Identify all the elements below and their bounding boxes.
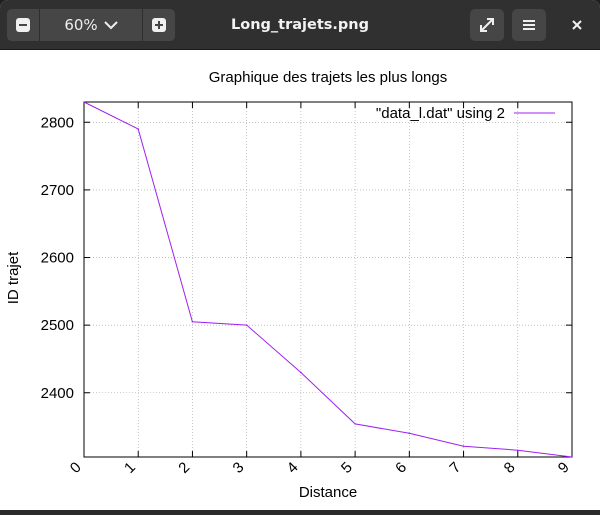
fullscreen-button[interactable] [470,9,504,41]
y-tick-label: 2800 [41,114,74,131]
zoom-in-button[interactable] [143,9,175,41]
main-menu-button[interactable] [512,9,546,41]
data-point [83,101,85,103]
data-point [571,456,573,458]
x-tick-label: 1 [121,459,139,477]
x-tick-label: 5 [338,459,356,477]
y-tick-label: 2400 [41,385,74,402]
y-tick-label: 2700 [41,182,74,199]
series-points [83,101,573,458]
x-tick-label: 3 [230,459,248,477]
data-point [137,128,140,130]
line-chart: 2400 2500 2600 2700 2800 0 1 2 3 4 5 6 7 8 9 Graphiqu… [5,69,573,501]
close-button[interactable] [562,9,592,41]
window-bottom-edge [0,510,600,515]
chevron-down-icon [103,21,118,30]
x-tick-label: 2 [175,459,193,477]
data-point [516,449,519,452]
x-tick-label: 7 [446,459,464,477]
close-icon [572,20,582,30]
x-axis-label: Distance [299,484,357,501]
expand-icon [480,18,494,32]
y-axis-ticks: 2400 2500 2600 2700 2800 [41,114,572,402]
x-axis-ticks: 0 1 2 3 4 5 6 7 8 9 [67,102,573,477]
y-axis-label: ID trajet [5,251,22,304]
x-tick-label: 4 [284,459,302,477]
chart-grid [84,102,572,457]
legend-label: "data_l.dat" using 2 [376,105,505,122]
headerbar: 60% Long_trajets.png [0,0,600,50]
data-point [408,432,411,435]
zoom-out-button[interactable] [7,9,39,41]
y-tick-label: 2500 [41,317,74,334]
series-line [83,101,573,458]
hamburger-menu-icon [523,20,535,30]
image-canvas[interactable]: 2400 2500 2600 2700 2800 0 1 2 3 4 5 6 7 8 9 Graphiqu… [0,50,600,515]
data-point [300,371,302,374]
data-point [354,423,356,425]
x-tick-label: 8 [501,459,519,477]
chart-title: Graphique des trajets les plus longs [209,69,447,86]
x-tick-label: 0 [67,459,85,477]
zoom-level-label: 60% [64,16,98,34]
window-title: Long_trajets.png [231,17,369,33]
x-tick-label: 9 [555,459,573,477]
zoom-controls: 60% [7,9,175,41]
data-point [462,445,465,447]
data-point [191,320,194,323]
plus-icon [152,18,166,32]
minus-icon [16,18,30,32]
plot-border [83,101,573,458]
data-point [245,324,248,326]
x-tick-label: 6 [392,459,410,477]
zoom-level-dropdown[interactable]: 60% [39,9,143,41]
y-tick-label: 2600 [41,250,74,267]
